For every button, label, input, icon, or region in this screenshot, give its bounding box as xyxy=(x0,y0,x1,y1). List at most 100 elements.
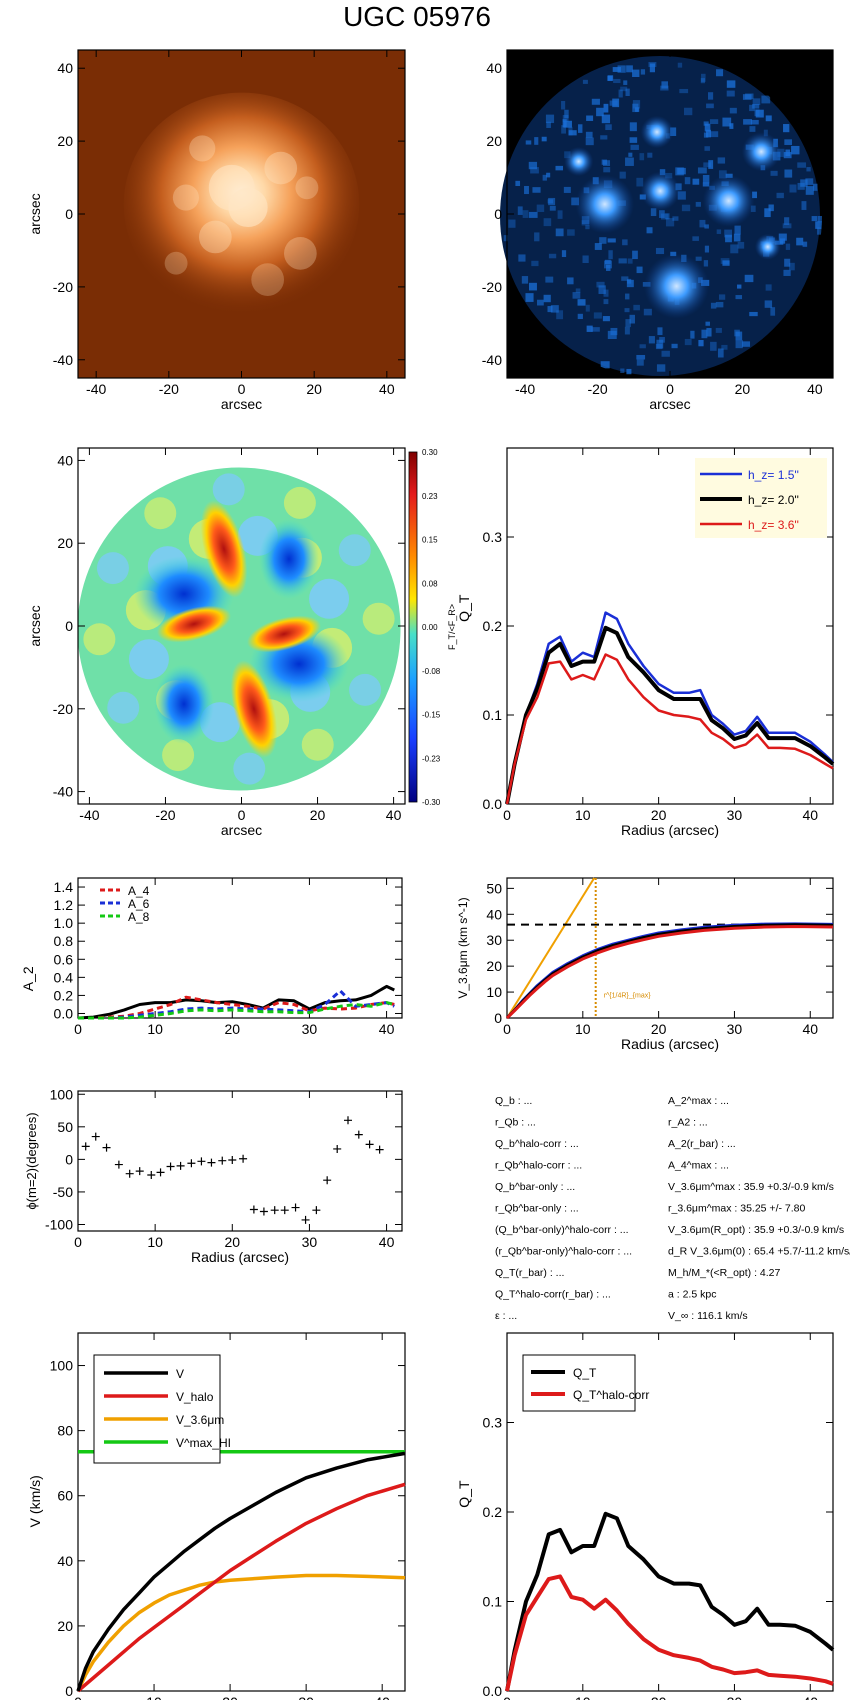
param-right-row: r_A2 : ... xyxy=(668,1117,708,1129)
x-tick-label: 0 xyxy=(503,807,511,823)
residual-speckle xyxy=(661,350,670,357)
residual-speckle xyxy=(561,125,567,134)
residual-speckle xyxy=(677,62,683,68)
residual-speckle xyxy=(571,197,579,206)
residual-speckle xyxy=(734,225,741,235)
phase-point xyxy=(291,1203,300,1212)
residual-speckle xyxy=(720,258,730,264)
residual-speckle xyxy=(690,330,695,339)
residual-speckle xyxy=(655,344,663,350)
x-tick-label: -20 xyxy=(155,807,175,823)
y-tick-label: 0 xyxy=(494,1010,502,1026)
residual-speckle xyxy=(800,179,808,187)
param-right-row: d_R V_3.6μm(0) : 65.4 +5.7/-11.2 km/s/kp… xyxy=(668,1246,850,1258)
residual-speckle xyxy=(536,204,545,212)
residual-speckle xyxy=(722,260,730,266)
phase-point xyxy=(91,1132,100,1141)
param-left-row: r_Qb^halo-corr : ... xyxy=(495,1160,582,1172)
y-tick-label: 20 xyxy=(57,133,73,149)
x-tick-label: 0 xyxy=(74,1021,82,1037)
legend-label: A_6 xyxy=(128,897,150,911)
galaxy-knot xyxy=(198,220,232,254)
residual-speckle xyxy=(515,180,521,186)
x-tick-label: -40 xyxy=(515,381,535,397)
y-tick-label: 40 xyxy=(486,906,502,922)
residual-speckle xyxy=(572,292,581,299)
x-tick-label: 30 xyxy=(727,807,743,823)
residual-speckle xyxy=(704,224,709,229)
y-tick-label: 1.0 xyxy=(54,915,74,931)
x-tick-label: 0 xyxy=(503,1021,511,1037)
residual-speckle xyxy=(735,295,743,300)
residual-speckle xyxy=(707,92,714,100)
colorbar-tick-label: -0.23 xyxy=(422,754,441,763)
param-left-row: (r_Qb^bar-only)^halo-corr : ... xyxy=(495,1246,632,1258)
residual-speckle xyxy=(622,239,628,246)
param-right-row: V_3.6μm^max : 35.9 +0.3/-0.9 km/s xyxy=(668,1181,834,1193)
residual-speckle xyxy=(701,73,706,82)
residual-speckle xyxy=(656,339,664,349)
force-map-positive xyxy=(247,615,321,653)
residual-speckle xyxy=(717,348,724,358)
residual-speckle xyxy=(586,115,594,121)
param-right-row: M_h/M_*(<R_opt) : 4.27 xyxy=(668,1267,781,1279)
residual-speckle xyxy=(626,368,632,375)
x-tick-label: 10 xyxy=(575,1694,591,1700)
force-map-pattern xyxy=(212,473,245,506)
residual-speckle xyxy=(768,204,774,212)
residual-speckle xyxy=(721,344,728,350)
residual-speckle xyxy=(542,174,547,181)
phase-point xyxy=(197,1157,206,1166)
residual-speckle xyxy=(650,208,657,217)
residual-speckle xyxy=(626,279,634,288)
x-tick-label: -20 xyxy=(159,381,179,397)
residual-speckle xyxy=(549,205,556,211)
y-tick-label: 0.1 xyxy=(483,1594,503,1610)
residual-speckle xyxy=(661,81,668,89)
residual-speckle xyxy=(562,114,569,122)
x-tick-label: 10 xyxy=(146,1694,162,1700)
phase-point xyxy=(228,1156,237,1165)
residual-speckle xyxy=(546,172,551,178)
residual-speckle xyxy=(624,308,630,313)
residual-speckle xyxy=(681,204,691,212)
residual-speckle xyxy=(709,131,719,138)
residual-blob xyxy=(702,174,755,227)
phase-point xyxy=(156,1168,165,1177)
residual-speckle xyxy=(550,305,559,313)
force-map-pattern xyxy=(349,673,382,706)
param-left-row: Q_b : ... xyxy=(495,1095,532,1107)
x-tick-label: -20 xyxy=(587,381,607,397)
y-tick-label: 0.2 xyxy=(483,618,503,634)
residual-speckle xyxy=(548,253,557,259)
residual-speckle xyxy=(737,241,745,249)
y-tick-label: 40 xyxy=(57,452,73,468)
residual-speckle xyxy=(639,153,645,161)
y-tick-label: 80 xyxy=(57,1423,73,1439)
x-tick-label: 20 xyxy=(306,381,322,397)
residual-speckle xyxy=(733,233,741,242)
y-tick-label: 0.8 xyxy=(54,933,74,949)
residual-speckle xyxy=(629,137,638,143)
fourier-series-line xyxy=(78,1001,395,1020)
residual-speckle xyxy=(568,130,577,136)
residual-blob xyxy=(575,174,635,234)
y-tick-label: 0 xyxy=(65,618,73,634)
legend-label: h_z= 3.6'' xyxy=(748,518,799,532)
residual-speckle xyxy=(749,104,755,112)
force-map-pattern xyxy=(96,552,129,585)
residual-speckle xyxy=(522,210,529,218)
residual-blob xyxy=(741,132,781,172)
y-axis-label: A_2 xyxy=(20,966,36,991)
residual-speckle xyxy=(677,167,686,175)
residual-speckle xyxy=(797,162,807,168)
residual-speckle xyxy=(692,236,699,241)
residual-speckle xyxy=(578,124,583,133)
phase-point xyxy=(312,1206,321,1215)
force-map-pattern xyxy=(128,639,169,680)
y-tick-label: 0.0 xyxy=(483,1683,503,1699)
x-tick-label: 40 xyxy=(802,807,818,823)
residual-speckle xyxy=(779,238,786,244)
residual-speckle xyxy=(770,170,778,176)
